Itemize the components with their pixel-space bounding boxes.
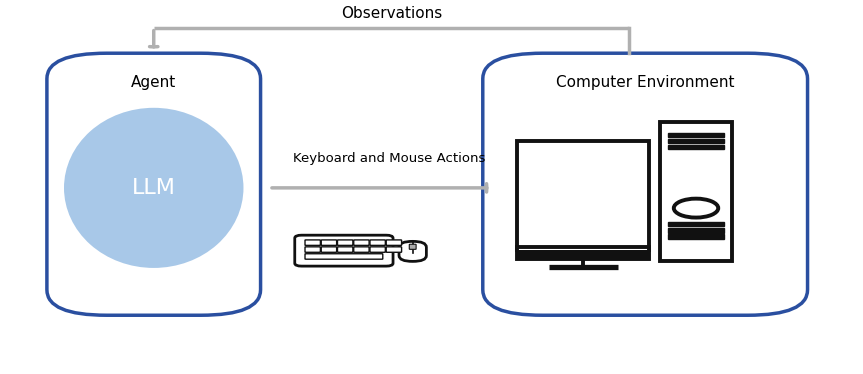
FancyBboxPatch shape [337, 240, 353, 245]
FancyBboxPatch shape [409, 244, 416, 249]
FancyBboxPatch shape [354, 247, 369, 252]
FancyBboxPatch shape [370, 240, 386, 245]
Text: LLM: LLM [132, 178, 176, 198]
Bar [517, 248, 650, 257]
Bar [517, 247, 650, 259]
FancyBboxPatch shape [387, 240, 401, 245]
FancyBboxPatch shape [337, 247, 353, 252]
FancyBboxPatch shape [354, 240, 369, 245]
FancyBboxPatch shape [321, 247, 337, 252]
FancyBboxPatch shape [517, 141, 650, 250]
Text: Agent: Agent [131, 75, 176, 90]
FancyBboxPatch shape [47, 53, 261, 315]
Bar [517, 250, 650, 259]
FancyBboxPatch shape [295, 235, 393, 266]
Circle shape [674, 199, 718, 218]
FancyBboxPatch shape [370, 247, 386, 252]
Bar [668, 145, 724, 149]
FancyBboxPatch shape [482, 53, 808, 315]
Bar [668, 139, 724, 143]
FancyBboxPatch shape [659, 122, 733, 261]
FancyBboxPatch shape [321, 240, 337, 245]
Text: Observations: Observations [341, 6, 442, 21]
FancyBboxPatch shape [305, 240, 320, 245]
Text: Computer Environment: Computer Environment [556, 75, 734, 90]
FancyBboxPatch shape [305, 254, 383, 259]
Bar [668, 222, 724, 226]
Bar [668, 132, 724, 137]
Bar [668, 228, 724, 233]
FancyBboxPatch shape [305, 247, 320, 252]
FancyBboxPatch shape [399, 241, 426, 261]
Text: Keyboard and Mouse Actions: Keyboard and Mouse Actions [293, 152, 485, 165]
FancyBboxPatch shape [387, 247, 401, 252]
Bar [668, 234, 724, 239]
Ellipse shape [64, 108, 243, 268]
